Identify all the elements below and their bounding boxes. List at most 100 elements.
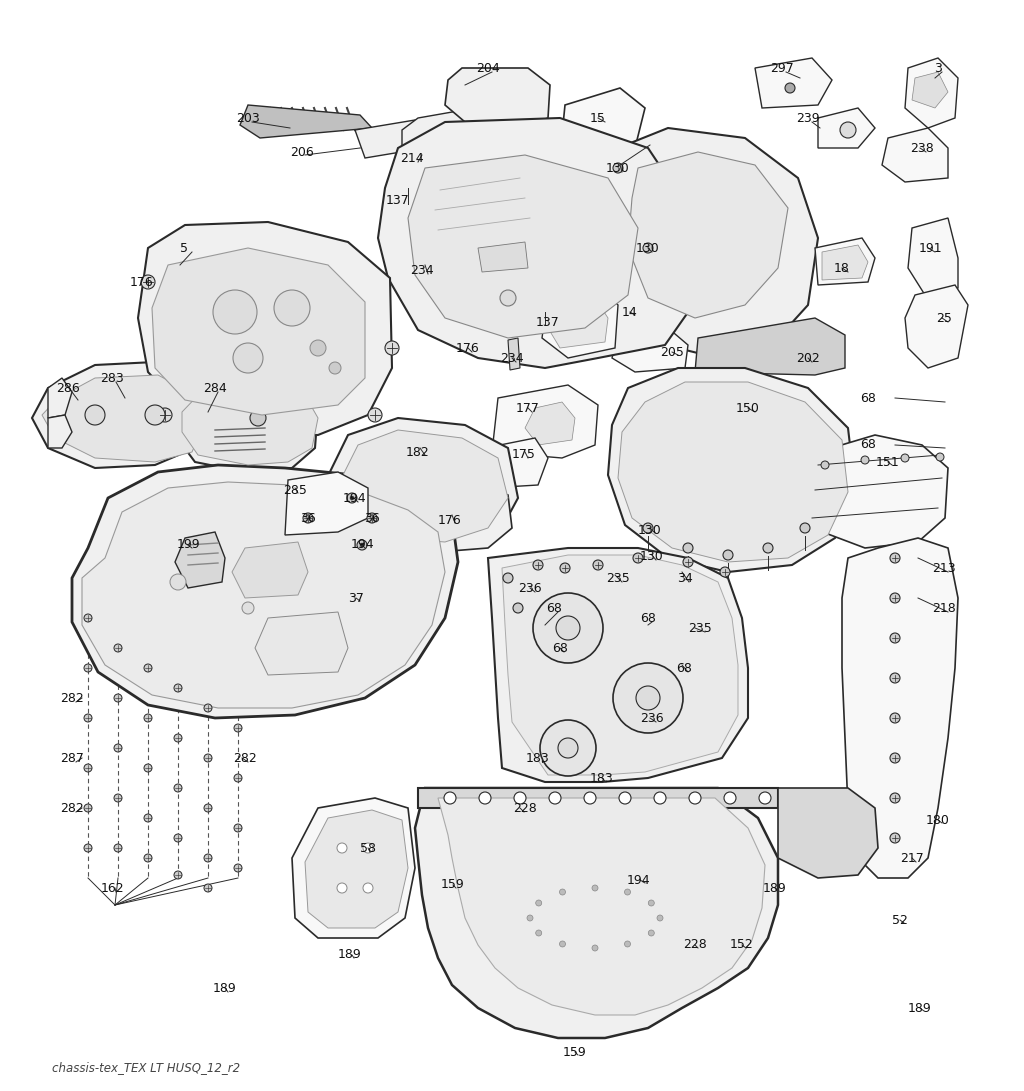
Circle shape (558, 738, 578, 758)
Text: 68: 68 (860, 392, 876, 405)
Circle shape (84, 664, 92, 672)
Text: 218: 218 (932, 601, 955, 614)
Circle shape (890, 673, 900, 683)
Text: 5: 5 (180, 241, 188, 254)
Text: 130: 130 (640, 550, 664, 563)
Circle shape (890, 753, 900, 763)
Text: 68: 68 (640, 611, 656, 624)
Circle shape (800, 523, 810, 533)
Circle shape (174, 871, 182, 879)
Polygon shape (492, 385, 598, 458)
Text: 228: 228 (683, 938, 707, 951)
Circle shape (724, 792, 736, 804)
Text: 182: 182 (407, 445, 430, 458)
Polygon shape (82, 482, 445, 708)
Circle shape (204, 884, 212, 892)
Circle shape (84, 804, 92, 812)
Circle shape (536, 900, 542, 906)
Text: 176: 176 (456, 341, 480, 355)
Circle shape (840, 122, 856, 137)
Circle shape (174, 784, 182, 792)
Polygon shape (815, 238, 874, 285)
Polygon shape (795, 435, 948, 548)
Circle shape (170, 574, 186, 590)
Polygon shape (138, 221, 392, 435)
Text: 283: 283 (100, 372, 124, 384)
Text: 15: 15 (590, 111, 606, 124)
Polygon shape (415, 788, 778, 1038)
Text: 194: 194 (627, 874, 650, 887)
Polygon shape (182, 377, 318, 465)
Polygon shape (355, 120, 425, 158)
Circle shape (242, 602, 254, 614)
Polygon shape (402, 108, 498, 165)
Text: 282: 282 (233, 752, 257, 765)
Polygon shape (32, 362, 208, 468)
Polygon shape (842, 538, 958, 878)
Circle shape (861, 456, 869, 464)
Polygon shape (240, 105, 372, 137)
Polygon shape (338, 430, 508, 542)
Circle shape (357, 540, 367, 550)
Polygon shape (912, 72, 948, 108)
Polygon shape (421, 242, 435, 281)
Circle shape (213, 290, 257, 334)
Text: 286: 286 (56, 382, 80, 395)
Circle shape (114, 644, 122, 652)
Circle shape (444, 792, 456, 804)
Circle shape (274, 290, 310, 326)
Polygon shape (562, 88, 645, 152)
Circle shape (513, 603, 523, 613)
Circle shape (114, 794, 122, 802)
Text: 36: 36 (300, 512, 315, 525)
Text: 284: 284 (203, 382, 227, 395)
Text: 151: 151 (877, 456, 900, 468)
Circle shape (84, 614, 92, 622)
Circle shape (625, 940, 631, 947)
Circle shape (643, 243, 653, 253)
Text: 236: 236 (518, 582, 542, 595)
Text: 137: 137 (537, 315, 560, 328)
Circle shape (145, 405, 165, 425)
Circle shape (648, 900, 654, 906)
Circle shape (625, 889, 631, 895)
Text: 238: 238 (910, 142, 934, 155)
Text: 228: 228 (513, 802, 537, 815)
Text: 68: 68 (546, 601, 562, 614)
Polygon shape (292, 798, 415, 938)
Circle shape (234, 824, 242, 832)
Text: 180: 180 (926, 814, 950, 827)
Polygon shape (378, 118, 698, 368)
Text: 25: 25 (936, 312, 952, 324)
Circle shape (890, 594, 900, 603)
Circle shape (763, 543, 773, 553)
Circle shape (657, 915, 663, 921)
Circle shape (85, 405, 105, 425)
Circle shape (593, 560, 603, 570)
Text: 183: 183 (526, 752, 550, 765)
Circle shape (890, 714, 900, 723)
Circle shape (250, 410, 266, 425)
Polygon shape (485, 437, 548, 488)
Circle shape (890, 553, 900, 563)
Polygon shape (882, 128, 948, 182)
Polygon shape (542, 285, 618, 358)
Circle shape (114, 844, 122, 852)
Circle shape (158, 408, 172, 422)
Circle shape (174, 734, 182, 742)
Text: 199: 199 (176, 539, 200, 551)
Polygon shape (478, 242, 528, 272)
Circle shape (84, 844, 92, 852)
Circle shape (559, 889, 565, 895)
Circle shape (683, 558, 693, 567)
Circle shape (144, 814, 152, 822)
Text: 34: 34 (677, 572, 693, 585)
Text: 18: 18 (835, 262, 850, 275)
Circle shape (174, 684, 182, 692)
Circle shape (233, 343, 263, 373)
Circle shape (527, 915, 534, 921)
Circle shape (329, 362, 341, 374)
Polygon shape (905, 58, 958, 128)
Polygon shape (540, 300, 558, 325)
Polygon shape (438, 798, 765, 1015)
